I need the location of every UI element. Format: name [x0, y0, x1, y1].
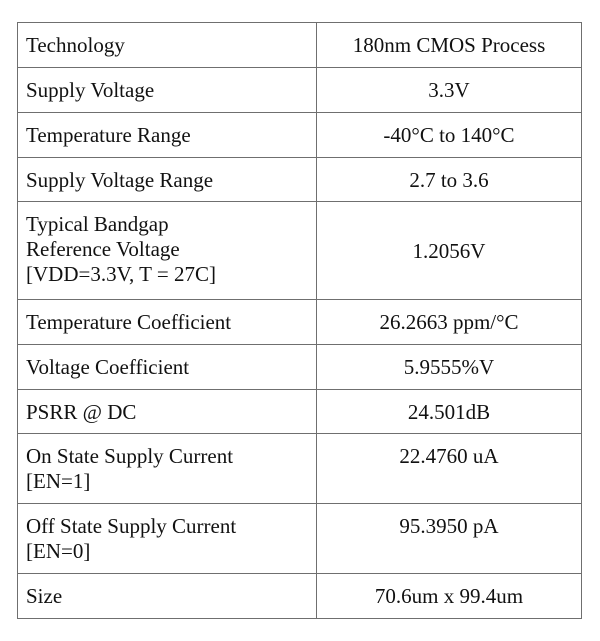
- table-row: Off State Supply Current [EN=0] 95.3950 …: [17, 503, 582, 574]
- row-label: PSRR @ DC: [17, 389, 317, 434]
- table-row: Supply Voltage Range 2.7 to 3.6: [17, 157, 582, 202]
- row-label: Temperature Range: [17, 112, 317, 158]
- row-label-text: PSRR @ DC: [26, 400, 137, 424]
- row-label-text: Typical Bandgap: [26, 212, 169, 236]
- row-label-text: Supply Voltage: [26, 78, 155, 102]
- table-row: Voltage Coefficient 5.9555%V: [17, 344, 582, 390]
- table-row: Typical Bandgap Reference Voltage [VDD=3…: [17, 201, 582, 300]
- table-row: On State Supply Current [EN=1] 22.4760 u…: [17, 433, 582, 504]
- row-label-text: Supply Voltage Range: [26, 168, 214, 192]
- row-label-text: [EN=0]: [26, 539, 91, 563]
- row-label-text: Off State Supply Current: [26, 514, 237, 538]
- row-label: Technology: [17, 22, 317, 68]
- row-value: 1.2056V: [316, 201, 582, 300]
- row-label-text: [VDD=3.3V, T = 27C]: [26, 262, 216, 286]
- table-row: Size 70.6um x 99.4um: [17, 573, 582, 619]
- specifications-table: Technology 180nm CMOS Process Supply Vol…: [17, 22, 582, 619]
- row-label: Temperature Coefficient: [17, 299, 317, 345]
- row-label: Off State Supply Current [EN=0]: [17, 503, 317, 574]
- row-value: 180nm CMOS Process: [316, 22, 582, 68]
- row-value: -40°C to 140°C: [316, 112, 582, 158]
- row-value: 3.3V: [316, 67, 582, 113]
- row-label: Voltage Coefficient: [17, 344, 317, 390]
- table-row: Supply Voltage 3.3V: [17, 67, 582, 113]
- row-label-text: Size: [26, 584, 63, 608]
- row-value: 26.2663 ppm/°C: [316, 299, 582, 345]
- row-value: 95.3950 pA: [316, 503, 582, 574]
- row-label: Supply Voltage Range: [17, 157, 317, 202]
- row-label-text: Voltage Coefficient: [26, 355, 190, 379]
- table-row: Temperature Coefficient 26.2663 ppm/°C: [17, 299, 582, 345]
- row-label: Size: [17, 573, 317, 619]
- row-value: 22.4760 uA: [316, 433, 582, 504]
- row-label-text: On State Supply Current: [26, 444, 234, 468]
- row-value: 5.9555%V: [316, 344, 582, 390]
- row-label-text: Technology: [26, 33, 125, 57]
- row-value: 70.6um x 99.4um: [316, 573, 582, 619]
- table-row: PSRR @ DC 24.501dB: [17, 389, 582, 434]
- row-label-text: [EN=1]: [26, 469, 91, 493]
- row-label: Supply Voltage: [17, 67, 317, 113]
- row-value: 2.7 to 3.6: [316, 157, 582, 202]
- row-label: Typical Bandgap Reference Voltage [VDD=3…: [17, 201, 317, 300]
- table-row: Technology 180nm CMOS Process: [17, 22, 582, 68]
- row-label-text: Temperature Coefficient: [26, 310, 232, 334]
- table-row: Temperature Range -40°C to 140°C: [17, 112, 582, 158]
- row-value: 24.501dB: [316, 389, 582, 434]
- row-label-text: Temperature Range: [26, 123, 191, 147]
- row-label: On State Supply Current [EN=1]: [17, 433, 317, 504]
- row-label-text: Reference Voltage: [26, 237, 180, 261]
